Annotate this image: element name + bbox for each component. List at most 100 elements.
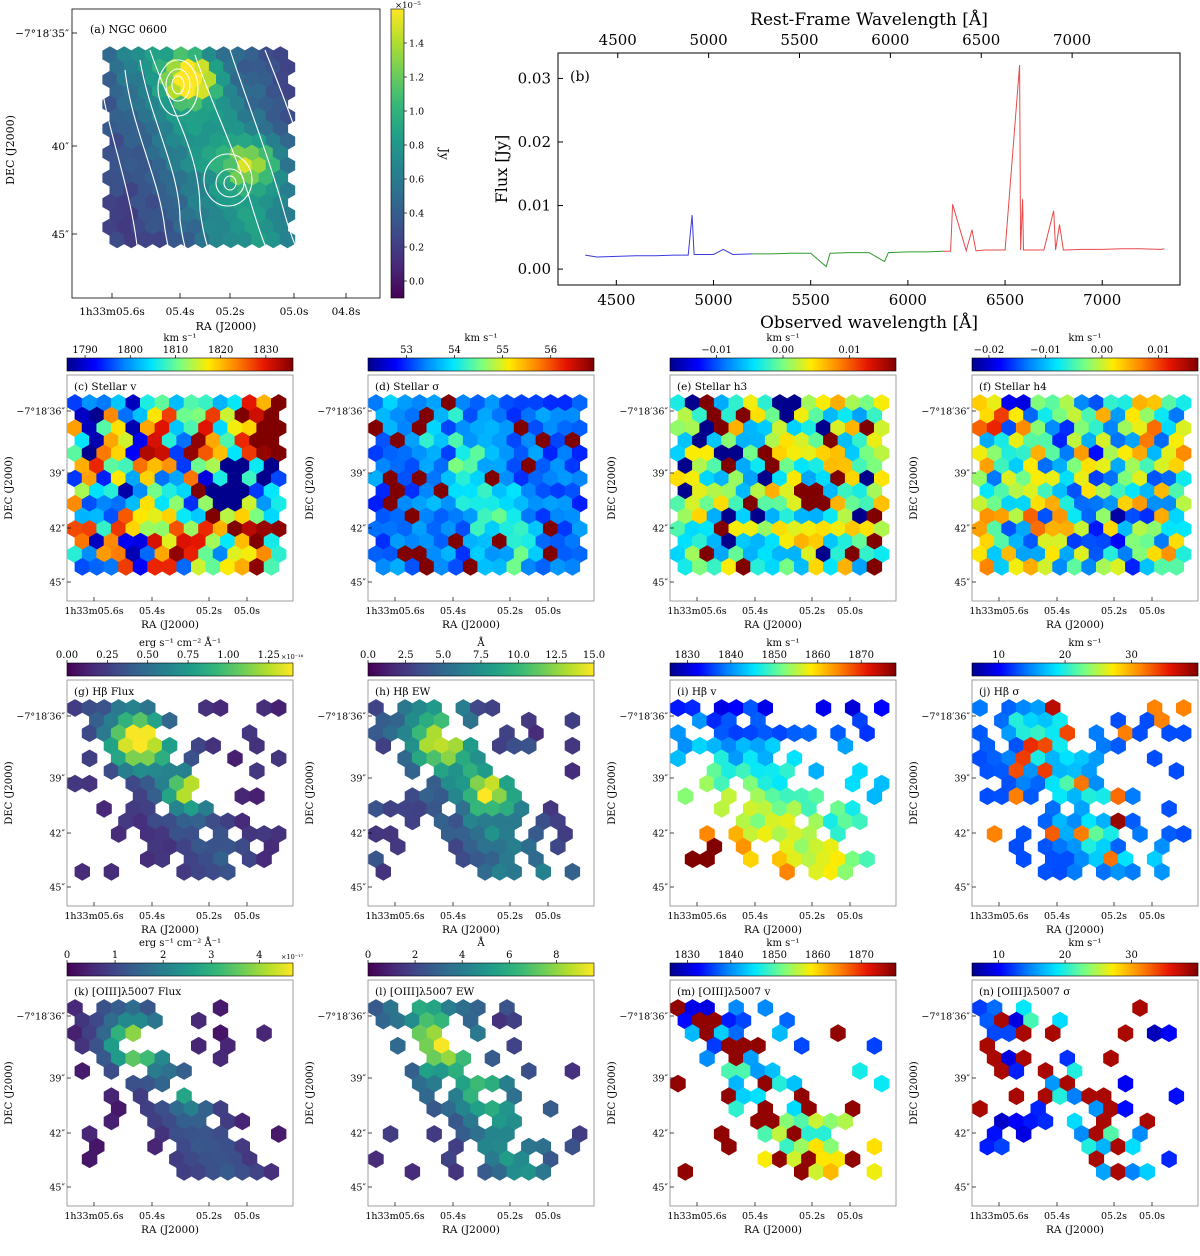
map-cell — [249, 557, 265, 576]
map-cell — [728, 520, 744, 538]
map-cell — [441, 494, 457, 513]
x-tick-label: 05.0s — [280, 306, 309, 318]
x-tick-label: 05.2s — [1101, 606, 1127, 617]
map-cell — [677, 507, 693, 526]
map-cell — [1096, 482, 1112, 501]
map-cell — [986, 1024, 1003, 1043]
map-cell — [972, 1099, 988, 1118]
map-cell — [1045, 419, 1061, 438]
map-cell — [1008, 557, 1025, 576]
map-cell — [1066, 431, 1083, 450]
map-cell — [448, 507, 464, 526]
map-cell — [368, 724, 384, 743]
map-cell — [1139, 406, 1155, 425]
map-cell — [272, 169, 289, 187]
map-cell — [201, 95, 217, 113]
map-cell — [448, 812, 464, 831]
colorbar-tick-label: 10 — [992, 950, 1005, 961]
map-cell — [1161, 545, 1177, 564]
y-tick-label: −7°18′36″ — [317, 712, 366, 723]
map-cell — [191, 1112, 207, 1131]
map-cell — [368, 494, 384, 513]
map-cell — [169, 774, 185, 793]
map-cell — [1168, 482, 1185, 501]
map-cell — [764, 406, 781, 425]
map-cell — [205, 557, 221, 576]
map-cell — [1139, 1112, 1155, 1131]
map-cell — [677, 482, 693, 501]
colorbar-unit: km s⁻¹ — [766, 638, 799, 649]
contour-line — [203, 153, 253, 207]
map-cell — [426, 749, 442, 768]
map-cell — [1154, 406, 1170, 425]
map-cell — [67, 999, 83, 1017]
map-cell — [764, 1062, 781, 1080]
map-cell — [699, 999, 715, 1017]
map-cell — [198, 494, 214, 513]
map-cell — [677, 1162, 693, 1181]
map-cell — [542, 469, 559, 488]
map-cell — [137, 58, 154, 77]
map-cell — [866, 482, 883, 501]
map-cell — [972, 494, 988, 513]
x-tick-label: 1h33m05.6s — [365, 1211, 424, 1222]
map-cell — [462, 457, 479, 475]
map-cell — [521, 482, 537, 501]
map-cell — [499, 545, 515, 564]
map-cell — [249, 507, 265, 526]
map-cell — [492, 1137, 508, 1156]
panel-label: (i) Hβ v — [677, 686, 716, 698]
map-cell — [145, 70, 161, 89]
map-cell — [535, 507, 551, 526]
map-cell — [201, 46, 217, 64]
map-cell — [67, 419, 83, 438]
panel-label-bg — [372, 684, 440, 699]
map-cell — [198, 419, 214, 438]
map-cell — [448, 431, 464, 450]
map-cell — [1088, 520, 1105, 538]
map-cells — [972, 394, 1192, 576]
x-tick-label: 1h33m05.6s — [969, 1211, 1028, 1222]
map-cell — [132, 507, 149, 526]
map-cell — [419, 1036, 435, 1055]
map-cell — [89, 507, 105, 526]
map-cell — [728, 1099, 744, 1118]
map-cell — [161, 1112, 178, 1131]
map-cell — [375, 482, 391, 501]
map-cell — [1146, 850, 1163, 869]
map-cell — [1146, 469, 1163, 488]
map-cell — [721, 532, 737, 551]
map-cell — [191, 1162, 207, 1181]
map-cell — [441, 1150, 457, 1169]
map-cell — [830, 520, 846, 538]
panel-label-bg — [674, 379, 771, 394]
map-cell — [234, 1162, 250, 1181]
map-cell — [1015, 545, 1032, 564]
map-cell — [815, 469, 832, 488]
map-cell — [251, 206, 267, 224]
map-cell — [205, 736, 221, 755]
y-tick-label: 42″ — [350, 524, 366, 535]
map-cell — [1052, 711, 1068, 730]
map-cell — [564, 406, 581, 425]
map-cell — [67, 394, 83, 412]
x-axis-label: RA (J2000) — [1046, 619, 1104, 631]
map-cell — [1088, 394, 1105, 412]
map-cell — [125, 1049, 141, 1068]
map-cell — [198, 444, 214, 463]
map-cell — [251, 58, 267, 77]
map-cell — [433, 557, 450, 576]
map-cell — [670, 724, 686, 743]
map-cell — [721, 711, 737, 730]
map-cell — [1088, 749, 1105, 768]
map-cell — [499, 494, 515, 513]
map-cell — [244, 144, 260, 163]
map-cell — [251, 156, 267, 175]
map-cell — [470, 469, 486, 488]
map-cell — [433, 812, 450, 831]
map-cell — [1088, 545, 1105, 564]
colorbar-tick-label: 1850 — [762, 950, 787, 961]
map-cell — [470, 749, 486, 768]
map-cell — [1125, 862, 1141, 881]
map-cell — [477, 457, 493, 475]
